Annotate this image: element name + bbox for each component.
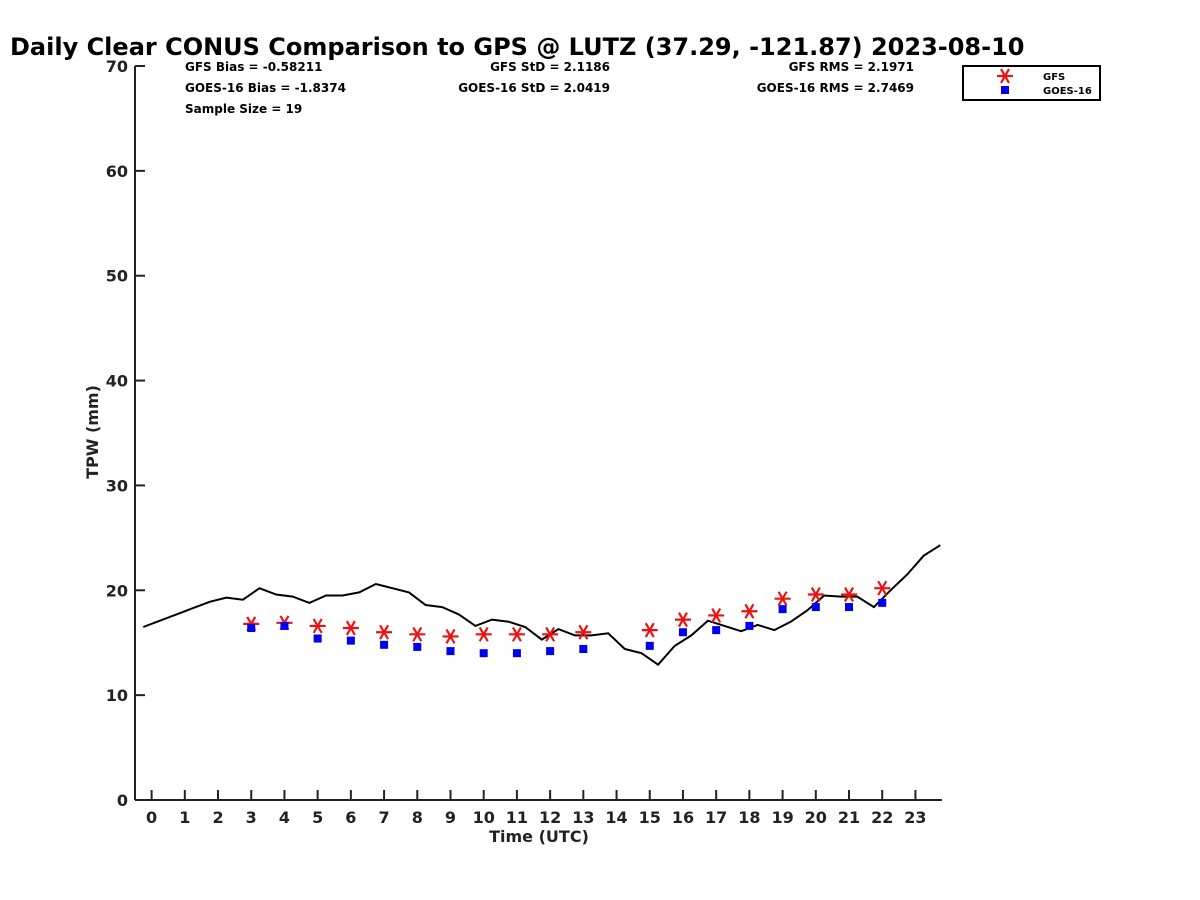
x-tick-label: 8 [412,808,423,827]
gfs-point [741,603,758,619]
stat-annotation: GFS StD = 2.1186 [490,60,610,74]
legend: GFS GOES-16 [962,65,1101,101]
gfs-point [708,607,725,623]
x-tick-label: 23 [904,808,926,827]
x-tick-label: 0 [146,808,157,827]
y-tick-label: 50 [106,267,128,286]
plot-area [142,544,941,667]
gfs-point [841,587,858,602]
goes16-point [512,649,521,658]
y-axis-label: TPW (mm) [83,385,102,479]
goes16-point [811,603,820,612]
y-tick-label: 70 [106,57,128,76]
goes16-point [579,645,588,654]
goes16-point [845,603,854,612]
gfs-point [774,591,791,607]
x-tick-label: 9 [445,808,456,827]
x-tick-label: 21 [838,808,860,827]
stat-annotation: GOES-16 StD = 2.0419 [458,81,610,95]
goes16-point [247,624,256,633]
x-tick-label: 15 [639,808,661,827]
legend-label: GFS [1043,72,1065,83]
stats-annotations: GFS Bias = -0.58211 GFS StD = 2.1186 GFS R… [185,60,914,116]
stat-annotation: Sample Size = 19 [185,102,302,116]
goes16-point [678,628,687,637]
gfs-point [376,624,393,640]
goes16-point [745,621,754,630]
x-tick-label: 22 [871,808,893,827]
x-tick-label: 17 [705,808,727,827]
gfs-point [874,580,891,596]
gps-tpw-line [142,544,941,667]
y-tick-label: 30 [106,476,128,495]
x-axis-label: Time (UTC) [489,827,589,846]
x-tick-label: 4 [279,808,290,827]
gfs-point [641,622,658,638]
stat-annotation: GOES-16 RMS = 2.7469 [757,81,914,95]
goes16-point [346,636,355,645]
x-axis-ticks: 0 1 2 3 4 5 6 7 8 9 10 11 12 13 14 15 16 17 18 19 20 21 22 23 [146,790,927,827]
goes16-point [778,605,787,614]
goes16-point [413,642,422,651]
stat-annotation: GOES-16 Bias = -1.8374 [185,81,346,95]
goes16-point [878,598,887,607]
axes [134,66,942,801]
goes16-point [645,641,654,650]
goes16-point [479,649,488,658]
x-tick-label: 6 [345,808,356,827]
x-tick-label: 18 [738,808,760,827]
stat-annotation: GFS Bias = -0.58211 [185,60,322,74]
chart-title: Daily Clear CONUS Comparison to GPS @ LU… [10,33,1025,61]
goes16-point [313,634,322,643]
goes16-point [712,626,721,635]
y-tick-label: 0 [117,791,128,810]
legend-goes16-marker [1001,86,1009,94]
gfs-point [508,626,525,642]
legend-box [962,65,1101,101]
gfs-point [309,618,326,634]
gfs-point [342,620,359,636]
y-tick-label: 40 [106,372,128,391]
gfs-point [575,624,592,640]
x-tick-label: 1 [179,808,190,827]
y-tick-label: 20 [106,581,128,600]
gfs-point [475,626,492,642]
y-tick-label: 60 [106,162,128,181]
gfs-point [409,626,426,642]
x-tick-label: 12 [539,808,561,827]
gfs-point [807,587,824,602]
x-tick-label: 16 [672,808,694,827]
gfs-point [542,626,559,642]
x-tick-label: 14 [605,808,627,827]
series-gfs [243,580,891,644]
legend-label: GOES-16 [1043,86,1092,97]
x-tick-label: 19 [771,808,793,827]
goes16-point [380,640,389,649]
goes16-point [546,647,555,656]
legend-gfs-marker [997,68,1013,84]
x-tick-label: 20 [805,808,827,827]
stat-annotation: GFS RMS = 2.1971 [789,60,914,74]
gfs-point [674,612,691,628]
x-tick-label: 5 [312,808,323,827]
y-axis-ticks: 0 10 20 30 40 50 60 70 [106,57,145,810]
x-tick-label: 3 [246,808,257,827]
y-tick-label: 10 [106,686,128,705]
goes16-point [446,647,455,656]
x-tick-label: 11 [506,808,528,827]
x-tick-label: 7 [379,808,390,827]
x-tick-label: 13 [572,808,594,827]
x-tick-label: 10 [473,808,495,827]
x-tick-label: 2 [212,808,223,827]
series-goes16 [247,598,887,658]
gfs-point [442,628,459,644]
goes16-point [280,621,289,630]
